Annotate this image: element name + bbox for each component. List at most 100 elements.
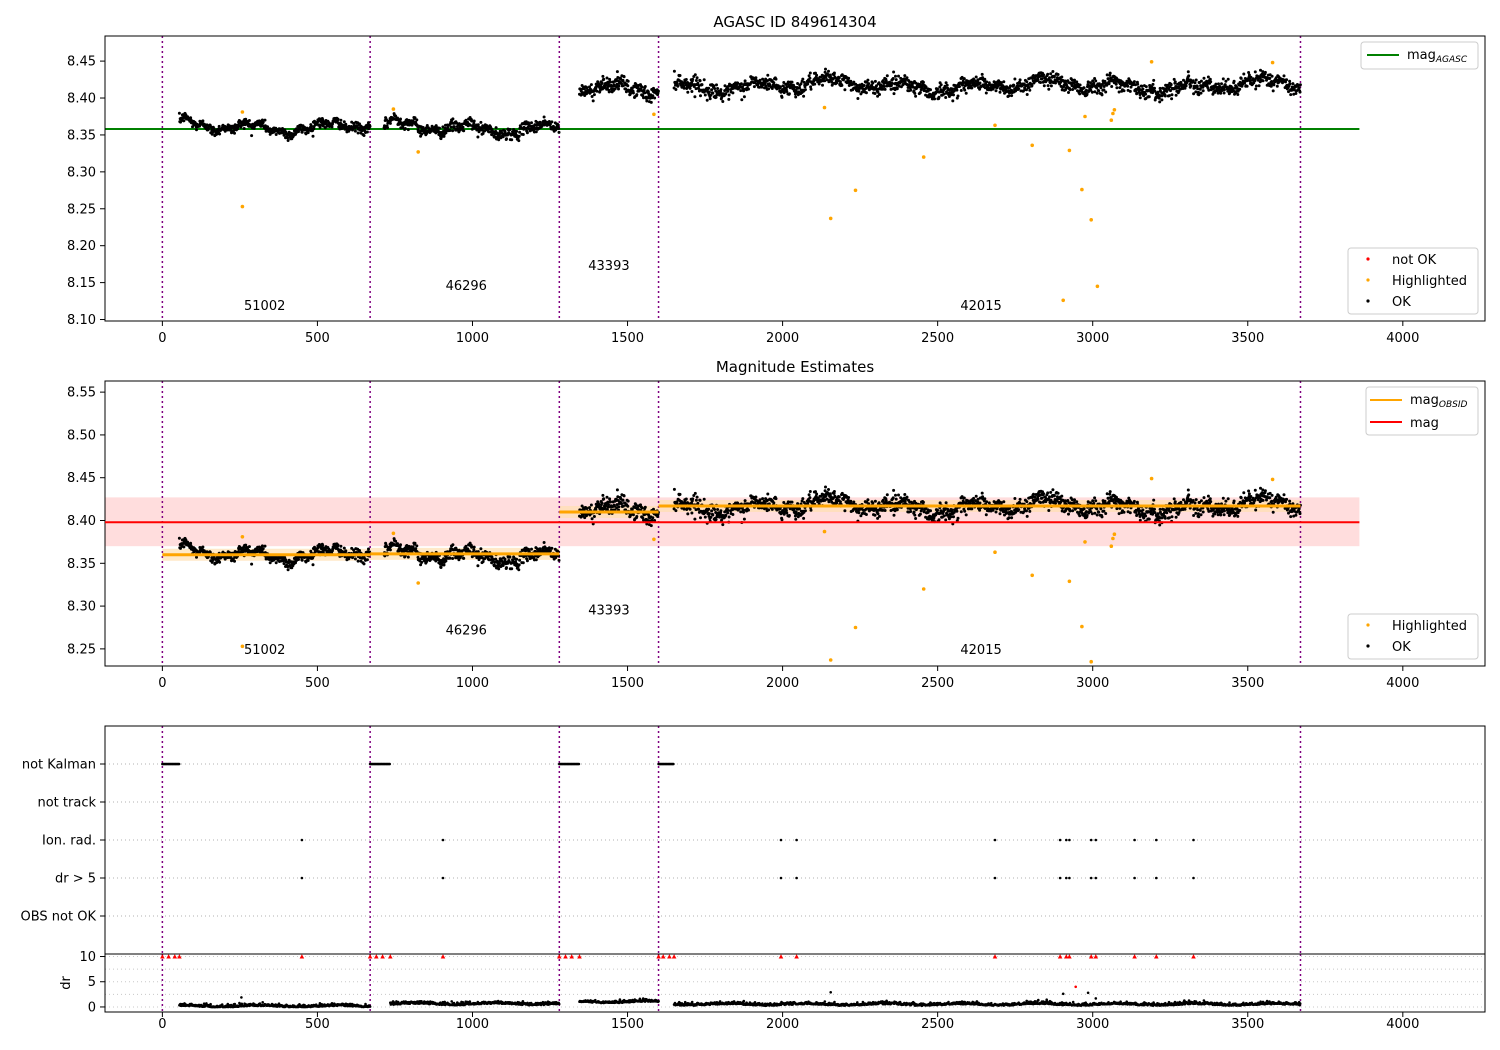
ok-point [1257,84,1261,88]
ok-point [383,127,387,130]
ok-point [605,76,609,80]
ok-point [964,91,968,95]
ok-point [1030,83,1034,87]
ok-point [1196,87,1200,91]
ok-point [1272,83,1276,87]
ok-point [189,541,193,545]
ok-point [794,510,798,514]
ok-point [866,498,870,502]
ok-point [1222,88,1226,92]
ok-point [515,129,519,133]
ok-point [1199,91,1203,95]
ok-point [714,89,718,93]
ok-point [918,91,922,94]
ok-point [1247,71,1251,74]
ok-point [967,84,971,87]
highlighted-point [1083,114,1087,119]
ok-point [1126,84,1130,88]
ok-point [1186,70,1190,74]
ok-point [643,85,647,88]
ok-point [747,508,750,512]
ok-point [1153,86,1156,90]
ok-point [894,493,897,497]
ok-point [1108,73,1112,77]
ok-point [517,563,521,567]
ok-point [1001,84,1005,88]
ok-point [1097,89,1101,93]
ok-point [413,541,417,545]
ok-point [420,560,424,564]
ok-point [760,85,764,89]
ok-point [1068,88,1072,92]
ok-point [1117,90,1121,94]
highlighted-point [240,204,245,209]
ok-point [607,503,610,507]
ok-point [622,75,626,79]
ok-point [929,88,932,92]
ok-point [849,79,853,83]
ok-point [649,100,653,104]
ok-point [415,118,419,122]
ok-point [742,517,746,521]
ok-point [1084,88,1088,92]
ok-point [319,123,323,127]
ok-point [1047,87,1051,91]
ok-point [1013,77,1017,81]
ok-point [674,88,678,91]
ok-point [696,81,700,85]
ok-point [1110,85,1114,88]
ok-point [807,74,811,78]
ok-point [505,566,508,570]
x-tick-label: 500 [305,331,330,346]
ok-point [388,548,392,552]
ok-point [243,549,247,553]
ok-point [1285,78,1289,82]
ok-point [883,509,887,512]
ok-point [550,120,554,124]
ok-point [594,87,598,91]
highlighted-point [828,216,833,221]
ok-point [264,129,268,133]
highlighted-point [1089,218,1093,222]
ok-point [970,86,974,90]
ok-point [914,81,918,85]
ok-point [793,85,797,89]
ok-point [774,497,778,501]
ok-point [1270,74,1274,78]
ok-point [1271,89,1275,93]
ok-point [905,76,909,80]
ok-point [481,560,485,564]
ok-point [451,557,455,560]
ok-point [589,503,593,507]
ok-point [1289,93,1293,97]
ok-point [589,83,593,87]
ok-point [399,543,402,547]
ok-point [894,497,898,501]
ok-point [688,86,692,90]
ok-point [557,558,561,562]
ok-point [742,89,746,93]
ok-point [758,498,762,502]
ok-point [1194,90,1198,94]
legend-highlighted-label: Highlighted [1392,274,1467,289]
y-tick-label: 8.25 [67,202,96,217]
ok-point [492,130,495,134]
ok-point [602,497,606,501]
ok-point [547,120,551,123]
ok-point [1214,82,1218,86]
ok-point [697,86,701,90]
ok-point [672,487,676,491]
ok-point [263,544,267,548]
ok-point [394,539,398,543]
ok-point [1114,82,1118,86]
ok-point [894,74,897,78]
ok-point [321,544,325,547]
ok-point [721,523,725,527]
ok-point [678,492,682,496]
ok-point [716,508,720,511]
ok-point [695,495,699,499]
ok-point [682,507,686,511]
ok-point [1218,85,1222,89]
ok-point [794,95,798,99]
ok-point [588,506,591,510]
